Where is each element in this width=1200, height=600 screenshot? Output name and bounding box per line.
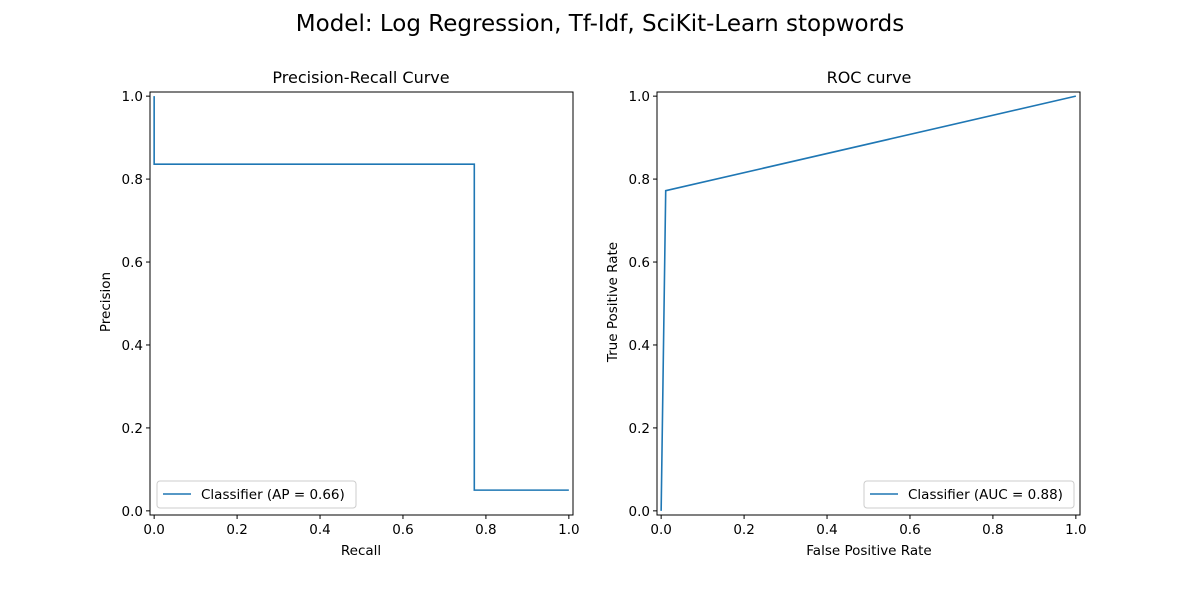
pr-x-tick-label-4: 0.8: [475, 522, 496, 538]
roc-y-axis-label: True Positive Rate: [605, 242, 621, 363]
roc-chart-title: ROC curve: [827, 68, 912, 87]
pr-legend: Classifier (AP = 0.66): [156, 480, 357, 509]
pr-y-tick-label-4: 0.8: [122, 172, 143, 188]
pr-x-tick-label-3: 0.6: [392, 522, 413, 538]
pr-series-line-0: [153, 96, 569, 491]
pr-x-axis-label: Recall: [341, 543, 381, 559]
pr-chart-title: Precision-Recall Curve: [272, 68, 449, 87]
roc-legend-label: Classifier (AUC = 0.88): [908, 487, 1063, 503]
pr-y-axis-label: Precision: [98, 272, 114, 332]
pr-plot-area: [153, 96, 569, 491]
pr-x-tick-label-0: 0.0: [143, 522, 164, 538]
roc-legend: Classifier (AUC = 0.88): [863, 480, 1075, 509]
roc-y-tick-label-5: 1.0: [629, 89, 650, 105]
roc-series-line-0: [660, 95, 1077, 511]
pr-y-tick-label-2: 0.4: [122, 338, 143, 354]
roc-x-tick-label-3: 0.6: [899, 522, 920, 538]
pr-y-tick-label-5: 1.0: [122, 89, 143, 105]
pr-y-tick-label-0: 0.0: [122, 504, 143, 520]
roc-plot-area: [660, 95, 1077, 511]
roc-axes-frame: [656, 91, 1081, 516]
pr-y-tick-label-1: 0.2: [122, 421, 143, 437]
pr-x-tick-label-1: 0.2: [226, 522, 247, 538]
pr-curve-panel: Precision-Recall Curve Recall Precision …: [98, 68, 580, 559]
pr-legend-box: [156, 480, 357, 509]
roc-x-tick-label-0: 0.0: [650, 522, 671, 538]
pr-legend-label: Classifier (AP = 0.66): [201, 487, 345, 503]
roc-x-tick-label-2: 0.4: [816, 522, 837, 538]
roc-x-tick-label-1: 0.2: [733, 522, 754, 538]
pr-x-tick-label-5: 1.0: [558, 522, 579, 538]
roc-y-tick-label-3: 0.6: [629, 255, 650, 271]
roc-curve-panel: ROC curve False Positive Rate True Posit…: [605, 68, 1087, 559]
roc-y-tick-label-1: 0.2: [629, 421, 650, 437]
roc-legend-box: [863, 480, 1075, 509]
figure-suptitle: Model: Log Regression, Tf-Idf, SciKit-Le…: [296, 11, 904, 37]
pr-axes-frame: [149, 91, 574, 516]
pr-y-tick-label-3: 0.6: [122, 255, 143, 271]
roc-y-tick-label-2: 0.4: [629, 338, 650, 354]
roc-y-tick-label-0: 0.0: [629, 504, 650, 520]
roc-x-tick-label-5: 1.0: [1065, 522, 1086, 538]
roc-x-tick-label-4: 0.8: [982, 522, 1003, 538]
roc-x-axis-label: False Positive Rate: [806, 543, 931, 559]
roc-y-tick-label-4: 0.8: [629, 172, 650, 188]
pr-x-tick-label-2: 0.4: [309, 522, 330, 538]
